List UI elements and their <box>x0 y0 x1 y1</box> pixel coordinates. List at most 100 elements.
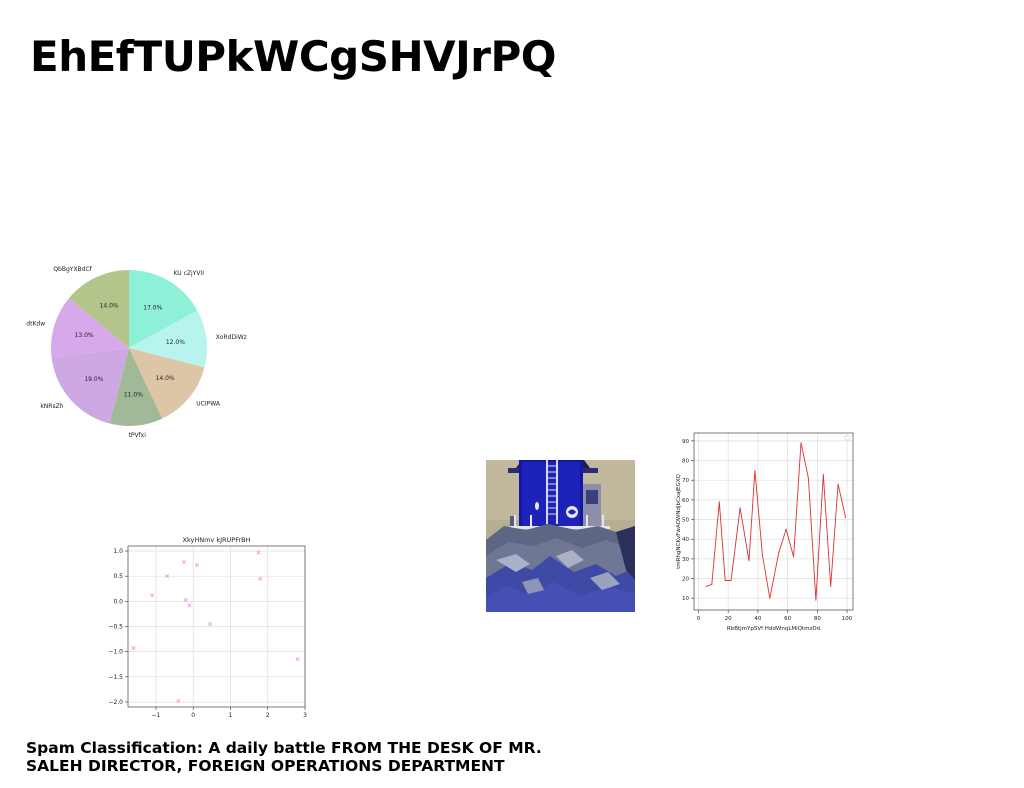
line-point <box>754 469 756 471</box>
pie-slice <box>51 348 129 424</box>
x-tick-label: 2 <box>266 712 270 719</box>
pie-slice <box>129 270 198 348</box>
scatter-point <box>187 603 192 608</box>
line-point <box>815 599 817 601</box>
pie-category-label: QbBgYXBdCf <box>53 266 92 273</box>
scatter-point-stroke <box>207 622 212 626</box>
data-line <box>705 442 847 601</box>
pie-slice <box>129 348 205 419</box>
scatter-point-stroke <box>258 576 263 581</box>
y-tick-label: 80 <box>682 459 689 465</box>
scatter-point <box>295 657 300 662</box>
footer-text: Spam Classification: A daily battle FROM… <box>26 739 542 775</box>
scatter-point <box>165 574 170 579</box>
y-tick-label: 50 <box>682 518 689 524</box>
pie-value-label: 12.0% <box>166 339 185 346</box>
y-tick-label: 0.5 <box>113 573 123 580</box>
pie-category-label: tPVfxi <box>128 432 146 439</box>
line-point <box>769 597 771 599</box>
x-tick-label: 0 <box>191 712 195 719</box>
y-tick-label: 20 <box>682 577 689 583</box>
y-tick-label: 90 <box>682 439 689 445</box>
pie-chart-svg: 17.0% KU cZjYVII 12.0% XoRdDiWz 14.0% UCIPWA 1… <box>26 266 247 439</box>
plot-frame <box>693 432 854 611</box>
pie-slice <box>68 270 129 348</box>
x-tick-label: 60 <box>784 616 791 622</box>
pie-chart: 17.0% KU cZjYVII 12.0% XoRdDiWz 14.0% UCIPWA 1… <box>26 255 247 445</box>
scatter-point-stroke <box>165 574 170 579</box>
scatter-point-stroke <box>150 593 155 598</box>
scatter-point-stroke <box>131 646 136 651</box>
plot-frame <box>127 545 306 708</box>
pie-category-label: kNRsZh <box>40 403 63 410</box>
x-tick-label: 100 <box>842 616 853 622</box>
pie-value-label: 11.0% <box>124 392 143 399</box>
pie-value-label: 19.0% <box>84 376 103 383</box>
line-point <box>705 585 707 587</box>
line-point <box>718 501 720 503</box>
scatter-point <box>150 593 155 598</box>
chart-title: XkyHNmv kJRUPFrBH <box>183 536 251 544</box>
pie-category-label: XoRdDiWz <box>216 334 247 341</box>
scatter-point <box>258 576 263 581</box>
x-tick-label: 80 <box>814 616 821 622</box>
scatter-point-stroke <box>181 560 186 565</box>
line-point <box>822 473 824 475</box>
line-point <box>785 528 787 530</box>
scatter-point <box>207 622 212 626</box>
x-tick-label: 1 <box>229 712 233 719</box>
y-tick-label: 40 <box>682 537 689 543</box>
y-tick-label: −2.0 <box>108 699 123 706</box>
line-point <box>739 507 741 509</box>
line-chart: 0 20 40 60 80 100 10 20 30 40 50 60 70 80 90 RbBtjmYpSV… <box>670 425 865 640</box>
x-tick-label: 3 <box>303 712 307 719</box>
pie-category-label: KU cZjYVII <box>174 270 205 277</box>
line-point <box>761 554 763 556</box>
scatter-point-stroke <box>183 597 188 602</box>
pie-value-label: 13.0% <box>75 332 94 339</box>
line-point <box>845 517 847 519</box>
x-tick-label: 0 <box>697 616 701 622</box>
legend-box <box>844 435 851 441</box>
x-tick-label: 40 <box>754 616 761 622</box>
pie-value-label: 17.0% <box>143 305 162 312</box>
scatter-point <box>256 550 261 555</box>
line-point <box>724 580 726 581</box>
slide-title: EhEfTUPkWCgSHVJrPQ <box>30 32 556 81</box>
y-tick-label: 60 <box>682 498 689 504</box>
lighthouse-image <box>486 460 635 612</box>
pie-value-label: 14.0% <box>156 375 175 382</box>
line-point <box>778 552 780 554</box>
line-chart-svg: 0 20 40 60 80 100 10 20 30 40 50 60 70 80 90 RbBtjmYpSV… <box>676 432 854 632</box>
scatter-point-stroke <box>256 550 261 555</box>
line-point <box>793 556 795 558</box>
pie-slice <box>129 310 208 368</box>
scatter-point <box>181 560 186 565</box>
x-axis-label: RbBtjmYpSVf HddWnqLMiQtmzDd <box>727 626 820 632</box>
scatter-point <box>131 646 136 651</box>
scatter-point-stroke <box>187 603 192 608</box>
y-tick-label: −1.5 <box>108 674 123 681</box>
y-tick-label: 30 <box>682 557 689 563</box>
scatter-point-stroke <box>295 657 300 662</box>
pie-slice <box>51 298 129 358</box>
y-tick-label: 0.0 <box>113 598 123 605</box>
line-point <box>730 580 732 581</box>
pie-category-label: UCIPWA <box>196 401 221 408</box>
line-point <box>711 583 713 585</box>
y-tick-label: 10 <box>682 596 689 602</box>
pie-category-label: dtKdw <box>26 321 45 328</box>
x-tick-label: 20 <box>725 616 732 622</box>
x-tick-label: −1 <box>152 712 161 719</box>
y-tick-label: −0.5 <box>108 624 123 631</box>
line-point <box>807 477 809 479</box>
y-tick-label: 70 <box>682 478 689 484</box>
scatter-point <box>183 597 188 602</box>
line-point <box>800 442 802 444</box>
scatter-point-stroke <box>194 563 199 568</box>
scatter-point <box>176 698 181 703</box>
line-point <box>837 483 839 485</box>
y-tick-label: 1.0 <box>113 548 123 555</box>
lighthouse-photo <box>486 460 635 612</box>
scatter-point <box>194 563 199 568</box>
